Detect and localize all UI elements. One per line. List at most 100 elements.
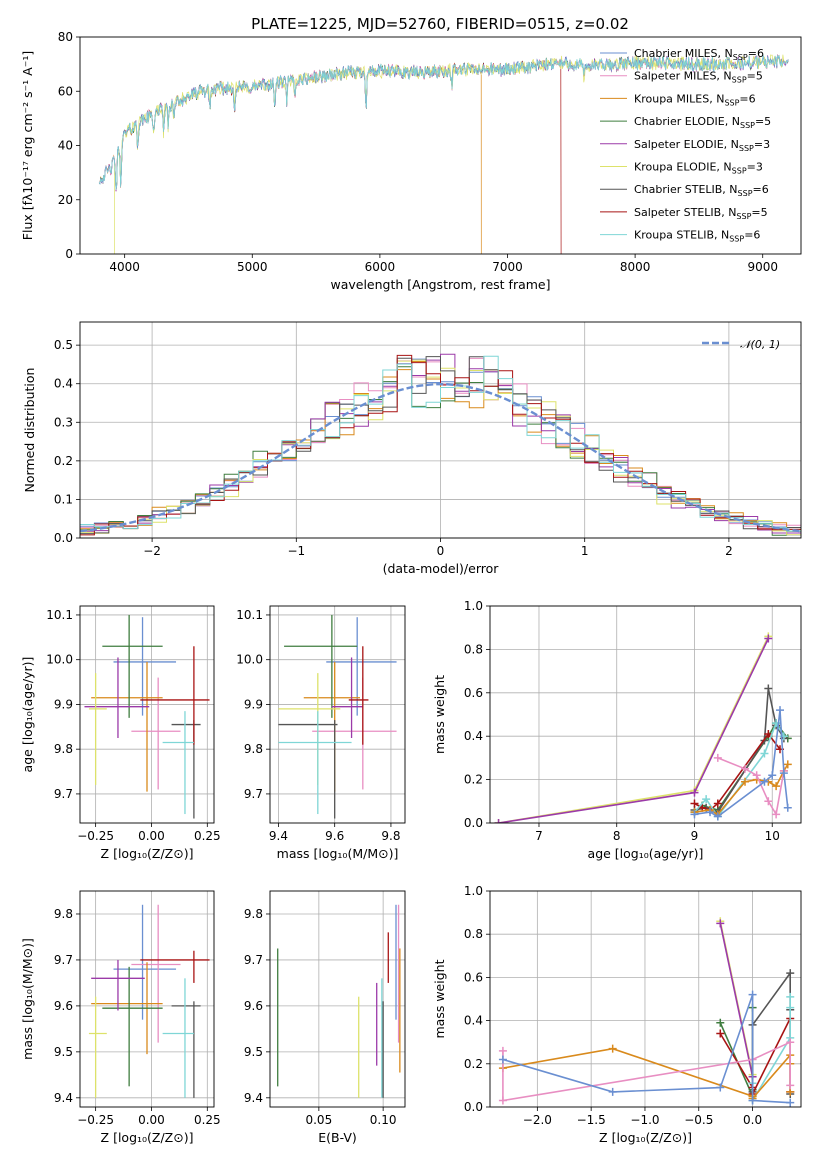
residuals-plot-area — [80, 353, 801, 536]
x-tick-label: 4000 — [109, 260, 140, 274]
y-tick-label: 40 — [58, 139, 73, 153]
y-axis-label: mass weight — [432, 675, 447, 754]
y-tick-label: 80 — [58, 30, 73, 44]
axes-frame — [269, 605, 406, 824]
plus-marker — [760, 777, 769, 786]
mass-vs-Z-plot-area — [88, 904, 210, 1098]
legend-entry: Kroupa ELODIE, NSSP=3 — [634, 161, 763, 176]
plus-marker — [764, 684, 773, 693]
y-tick-label: 0.4 — [464, 1014, 483, 1028]
y-tick-label: 0.2 — [464, 1057, 483, 1071]
y-tick-label: 0.6 — [464, 970, 483, 984]
data-point — [171, 1001, 201, 1098]
plus-marker — [752, 771, 761, 780]
page-title: PLATE=1225, MJD=52760, FIBERID=0515, z=0… — [251, 15, 629, 33]
y-tick-label: 9.9 — [244, 697, 263, 711]
data-point — [91, 661, 163, 792]
plus-marker — [764, 730, 773, 739]
series-line — [719, 923, 754, 1077]
legend-entry: Chabrier MILES, NSSP=6 — [634, 47, 764, 62]
data-point — [102, 966, 163, 1087]
x-tick-label: 7000 — [492, 260, 523, 274]
plus-marker — [779, 769, 788, 778]
plus-marker — [772, 810, 781, 819]
legend-entry: Salpeter MILES, NSSP=5 — [634, 70, 763, 85]
plus-marker — [741, 777, 750, 786]
age-vs-mass-plot-area — [278, 614, 397, 819]
plus-marker — [706, 808, 715, 817]
x-tick-label: 8 — [613, 829, 621, 843]
y-tick-label: 9.7 — [244, 953, 263, 967]
y-tick-label: 9.7 — [54, 787, 73, 801]
y-tick-label: 20 — [58, 193, 73, 207]
plus-marker — [786, 1003, 795, 1012]
legend-entry: Chabrier STELIB, NSSP=6 — [634, 183, 769, 198]
data-point — [162, 978, 194, 1098]
y-tick-label: 0.4 — [54, 377, 73, 391]
y-tick-label: 9.9 — [54, 697, 73, 711]
plus-marker — [786, 1081, 795, 1090]
y-tick-label: 0.8 — [464, 927, 483, 941]
axes-frame — [79, 605, 215, 824]
series-line — [717, 757, 785, 817]
histogram-series — [80, 366, 801, 536]
data-point — [326, 617, 397, 716]
plus-marker — [690, 810, 699, 819]
axes-frame — [489, 890, 802, 1108]
plus-marker — [608, 1087, 617, 1096]
y-tick-label: 0.5 — [54, 338, 73, 352]
y-tick-label: 10.1 — [46, 608, 73, 622]
y-tick-label: 0.4 — [464, 729, 483, 743]
y-tick-label: 9.4 — [54, 1091, 73, 1105]
y-tick-label: 60 — [58, 84, 73, 98]
data-point — [113, 904, 177, 1020]
weight-vs-age-plot-area — [494, 632, 792, 823]
plus-marker — [768, 771, 777, 780]
x-tick-label: 0.05 — [305, 1113, 332, 1127]
plus-marker — [716, 1018, 725, 1027]
data-point — [348, 646, 369, 745]
x-tick-label: 1 — [581, 544, 589, 558]
y-tick-label: 9.4 — [244, 1091, 263, 1105]
y-tick-label: 9.8 — [54, 742, 73, 756]
y-tick-label: 9.8 — [244, 907, 263, 921]
age-vs-Z-panel: −0.25 0.00 0.25 9.7 9.8 9.9 10.0 10.1 Z [log₁₀(Z… — [20, 605, 221, 861]
plus-marker — [772, 782, 781, 791]
mass-vs-EBV-plot-area — [277, 904, 401, 1098]
data-point — [91, 959, 145, 1011]
x-tick-label: 5000 — [237, 260, 268, 274]
legend-entry: Kroupa MILES, NSSP=6 — [634, 92, 756, 107]
x-tick-label: 10 — [765, 829, 780, 843]
plus-marker — [713, 812, 722, 821]
x-tick-label: 0.0 — [743, 1113, 762, 1127]
plus-marker — [494, 819, 503, 823]
series-line — [502, 994, 791, 1104]
x-tick-label: −1.5 — [577, 1113, 606, 1127]
data-point — [140, 646, 210, 745]
mass-vs-Z-panel: −0.25 0.00 0.25 9.4 9.5 9.6 9.7 9.8 Z [log₁₀(Z/Z… — [20, 890, 221, 1145]
histogram-series — [80, 354, 801, 536]
x-tick-label: −0.25 — [77, 1113, 114, 1127]
axes-frame — [489, 605, 802, 824]
weight-vs-Z-plot-area — [498, 917, 795, 1107]
plus-marker — [760, 749, 769, 758]
data-point — [278, 720, 338, 819]
data-point — [140, 950, 210, 983]
plus-marker — [764, 797, 773, 806]
mass-vs-EBV-panel: 0.05 0.10 9.4 9.5 9.6 9.7 9.8 E(B-V) — [244, 890, 406, 1145]
plus-marker — [498, 1055, 507, 1064]
x-axis-label: mass [log₁₀(M/M⊙)] — [277, 846, 399, 861]
x-tick-label: 9.8 — [381, 829, 400, 843]
data-point — [331, 657, 363, 738]
y-tick-label: 0.1 — [54, 492, 73, 506]
plus-marker — [498, 1096, 507, 1105]
age-vs-mass-panel: 9.4 9.6 9.8 9.7 9.8 9.9 10.0 10.1 mass [log₁₀(M/… — [236, 605, 406, 861]
y-tick-label: 9.5 — [244, 1045, 263, 1059]
y-axis-label: Normed distribution — [22, 368, 37, 493]
y-tick-label: 0.8 — [464, 642, 483, 656]
y-tick-label: 10.0 — [46, 653, 73, 667]
x-axis-label: (data-model)/error — [383, 561, 500, 576]
y-axis-label: age [log₁₀(age/yr)] — [20, 657, 35, 773]
y-tick-label: 10.1 — [236, 608, 263, 622]
x-tick-label: −2.0 — [523, 1113, 552, 1127]
